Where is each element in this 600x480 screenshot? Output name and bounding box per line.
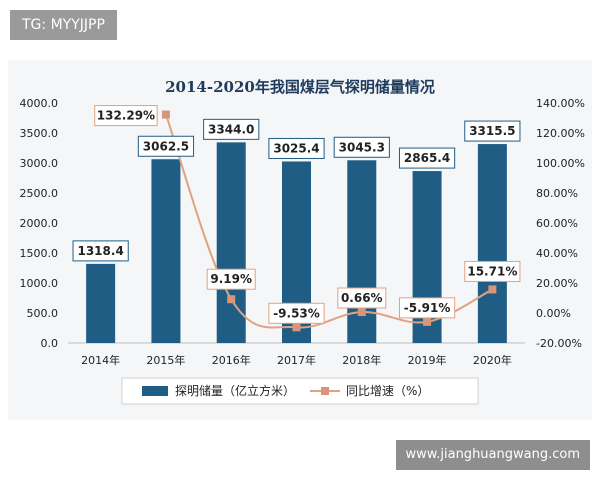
line-point xyxy=(357,308,366,317)
x-tick-label: 2019年 xyxy=(408,353,447,367)
x-tick-label: 2018年 xyxy=(342,353,381,367)
y-left-tick-label: 2500.0 xyxy=(20,187,59,200)
growth-value-label: -5.91% xyxy=(404,301,451,315)
header-tag: TG: MYYJJPP xyxy=(10,10,117,40)
growth-value-label-box xyxy=(94,105,158,127)
bar-value-label: 3344.0 xyxy=(208,122,254,136)
x-tick-label: 2017年 xyxy=(277,353,316,367)
y-left-tick-label: 3500.0 xyxy=(20,127,59,140)
growth-value-label-box xyxy=(268,302,325,324)
legend-bar-swatch xyxy=(142,386,168,396)
line-point xyxy=(227,295,236,304)
line-series xyxy=(161,110,497,332)
growth-line xyxy=(164,114,493,329)
bar-value-label-box xyxy=(333,136,390,158)
bar-value-label-box xyxy=(72,240,129,262)
growth-value-label: 9.19% xyxy=(210,272,252,286)
legend-line-label: 同比增速（%） xyxy=(346,384,429,398)
bar xyxy=(477,144,507,343)
y-left-tick-label: 1500.0 xyxy=(20,247,59,260)
legend-bar-label: 探明储量（亿立方米） xyxy=(175,383,295,398)
y-left-tick-label: 1000.0 xyxy=(20,277,59,290)
growth-value-label-box xyxy=(398,297,456,319)
bar-value-label-box xyxy=(398,147,456,169)
bar-value-label: 1318.4 xyxy=(77,244,123,258)
chart-title: 2014-2020年我国煤层气探明储量情况 xyxy=(165,78,435,96)
line-point xyxy=(292,323,301,332)
y-right-tick-label: 20.00% xyxy=(536,277,578,290)
bar-value-label: 3045.3 xyxy=(339,140,385,154)
x-tick-label: 2015年 xyxy=(146,353,185,367)
data-labels: 1318.4 3062.5 3344.0 3025.4 3045.3 2865.4 3315… xyxy=(72,105,521,324)
line-point xyxy=(161,110,170,119)
y-right-tick-label: 120.00% xyxy=(536,127,585,140)
x-tick-label: 2020年 xyxy=(473,353,512,367)
x-tick-label: 2014年 xyxy=(81,353,120,367)
y-right-tick-label: 80.00% xyxy=(536,187,578,200)
y-left-tick-label: 3000.0 xyxy=(20,157,59,170)
line-point xyxy=(488,285,497,294)
growth-value-label-box xyxy=(206,268,256,290)
bar-value-label: 2865.4 xyxy=(404,151,450,165)
legend-line-marker xyxy=(321,387,329,395)
y-left-tick-label: 0.0 xyxy=(41,337,59,350)
line-point xyxy=(423,317,432,326)
growth-value-label-box xyxy=(337,287,387,309)
growth-value-label: -9.53% xyxy=(273,306,320,320)
y-left-tick-label: 4000.0 xyxy=(20,97,59,110)
y-right-tick-label: 100.00% xyxy=(536,157,585,170)
x-tick-label: 2016年 xyxy=(212,353,251,367)
y-right-tick-label: 0.00% xyxy=(536,307,571,320)
growth-value-label: 0.66% xyxy=(341,291,383,305)
legend-box xyxy=(121,377,479,405)
y-right-tick-label: 40.00% xyxy=(536,247,578,260)
bar xyxy=(216,142,246,343)
y-right-tick-label: -20.00% xyxy=(536,337,582,350)
bar xyxy=(86,263,116,343)
y-left-tick-label: 500.0 xyxy=(27,307,59,320)
bar-value-label: 3025.4 xyxy=(273,141,319,155)
bar-value-label-box xyxy=(137,135,195,157)
bar-value-label: 3062.5 xyxy=(143,139,189,153)
legend: 探明储量（亿立方米） 同比增速（%） xyxy=(121,377,479,405)
growth-value-label: 132.29% xyxy=(97,109,155,123)
axes: 0.0 500.0 1000.0 1500.0 2000.0 2500.0 3000.0 35… xyxy=(20,97,585,367)
y-left-tick-label: 2000.0 xyxy=(20,217,59,230)
bar xyxy=(151,159,181,343)
bar-value-label: 3315.5 xyxy=(469,124,515,138)
watermark: www.jianghuangwang.com xyxy=(395,440,590,470)
growth-value-label: 15.71% xyxy=(467,264,517,278)
y-right-tick-label: 60.00% xyxy=(536,217,578,230)
bar-value-label-box xyxy=(268,137,325,159)
growth-value-label-box xyxy=(464,260,521,282)
bar-value-label-box xyxy=(203,118,260,140)
bar-value-label-box xyxy=(464,120,521,142)
y-right-tick-label: 140.00% xyxy=(536,97,585,110)
